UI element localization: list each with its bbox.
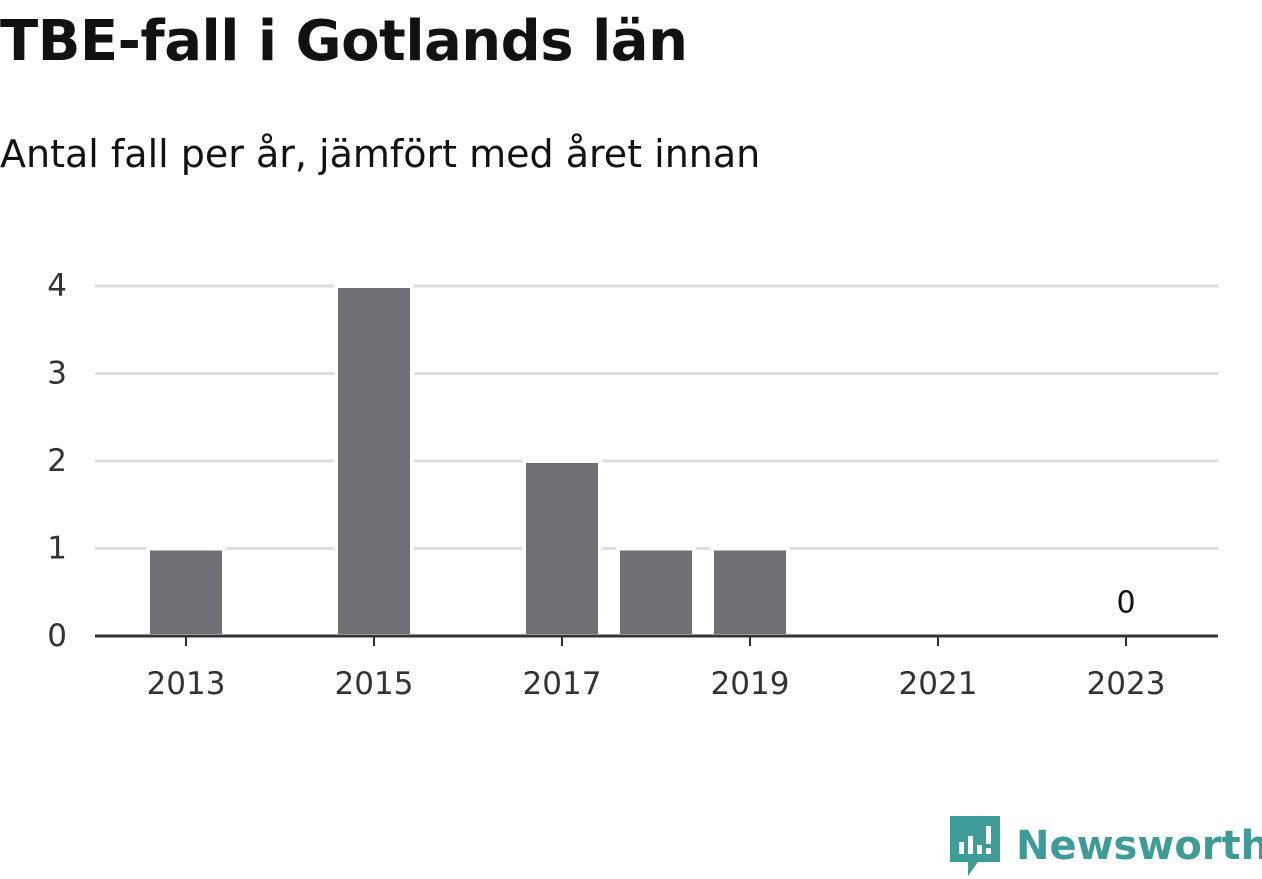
bar bbox=[522, 459, 602, 638]
bar bbox=[710, 546, 790, 638]
y-tick-label: 0 bbox=[47, 618, 67, 654]
y-tick-label: 2 bbox=[47, 443, 67, 479]
bar bbox=[334, 284, 414, 638]
x-tick-label: 2013 bbox=[147, 666, 226, 702]
brand-mark: Newsworthy bbox=[950, 816, 1262, 876]
grid-lines bbox=[95, 284, 1218, 550]
x-tick-label: 2023 bbox=[1087, 666, 1166, 702]
y-tick-label: 1 bbox=[47, 531, 67, 567]
chart-subtitle: Antal fall per år, jämfört med året inna… bbox=[0, 132, 761, 176]
brand-name: Newsworthy bbox=[1016, 823, 1262, 869]
newsworthy-logo-icon bbox=[950, 816, 1000, 876]
bar bbox=[146, 546, 226, 638]
data-label: 0 bbox=[1116, 586, 1135, 621]
x-tick-label: 2021 bbox=[899, 666, 978, 702]
y-tick-label: 3 bbox=[47, 356, 67, 392]
chart-title: TBE-fall i Gotlands län bbox=[0, 9, 688, 74]
bar bbox=[616, 546, 696, 638]
x-tick-label: 2019 bbox=[711, 666, 790, 702]
axes bbox=[95, 634, 1218, 646]
y-tick-label: 4 bbox=[47, 268, 67, 304]
x-tick-label: 2015 bbox=[335, 666, 414, 702]
labels: 0 1 2 3 4 2013 2015 2017 2019 2021 2023 0 bbox=[47, 268, 1165, 702]
x-tick-label: 2017 bbox=[523, 666, 602, 702]
